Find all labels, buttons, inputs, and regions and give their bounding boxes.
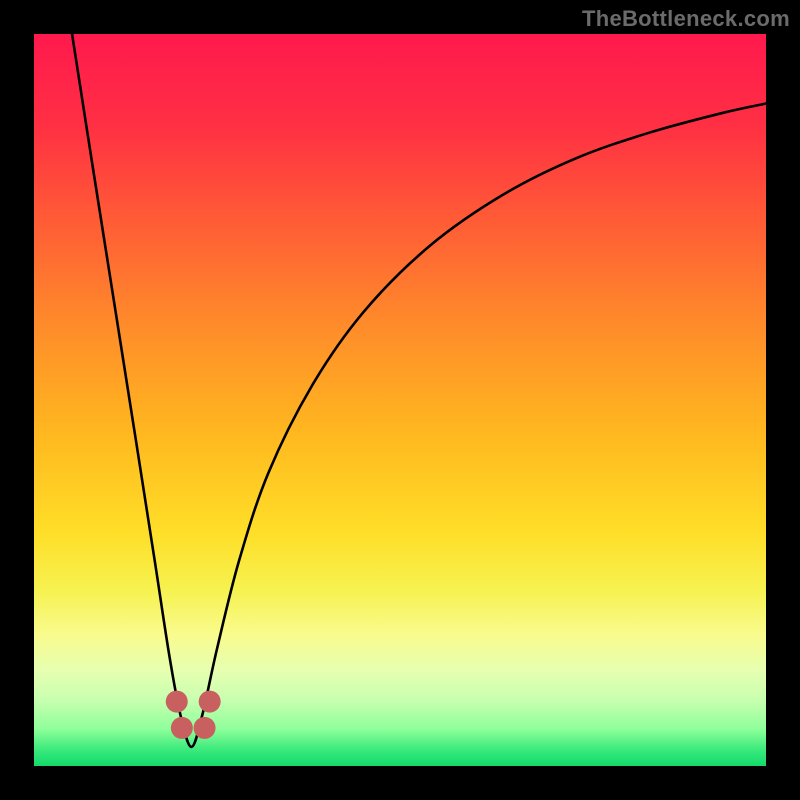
chart-background-gradient <box>34 34 766 766</box>
watermark-text: TheBottleneck.com <box>582 6 790 32</box>
highlight-marker <box>199 691 221 713</box>
bottleneck-chart: TheBottleneck.com <box>0 0 800 800</box>
highlight-marker <box>171 717 193 739</box>
highlight-marker <box>166 691 188 713</box>
highlight-marker <box>194 717 216 739</box>
chart-canvas <box>0 0 800 800</box>
